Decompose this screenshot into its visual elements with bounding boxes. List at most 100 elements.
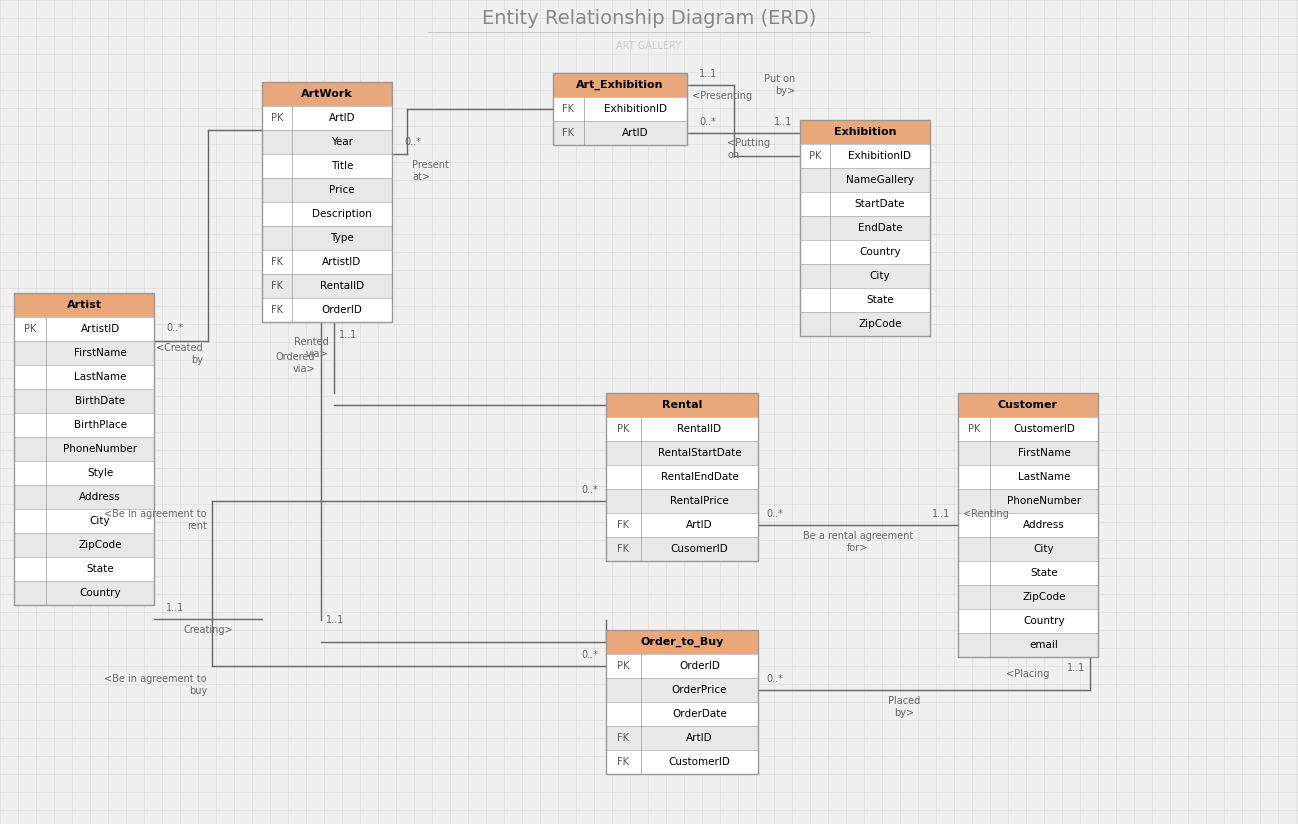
Text: <Created
by: <Created by	[156, 343, 202, 364]
Text: ExhibitionID: ExhibitionID	[604, 104, 667, 114]
FancyBboxPatch shape	[606, 654, 758, 678]
Text: Put on
by>: Put on by>	[763, 74, 794, 96]
FancyBboxPatch shape	[800, 312, 929, 336]
Text: 0..*: 0..*	[166, 323, 183, 333]
Text: BirthDate: BirthDate	[75, 396, 125, 406]
Text: OrderID: OrderID	[322, 305, 362, 315]
FancyBboxPatch shape	[800, 240, 929, 264]
FancyBboxPatch shape	[262, 130, 392, 154]
Text: PhoneNumber: PhoneNumber	[64, 444, 138, 454]
FancyBboxPatch shape	[262, 202, 392, 226]
FancyBboxPatch shape	[262, 82, 392, 106]
Text: 0..*: 0..*	[766, 509, 783, 519]
FancyBboxPatch shape	[14, 293, 154, 317]
Text: ExhibitionID: ExhibitionID	[849, 151, 911, 161]
Text: PK: PK	[23, 324, 36, 334]
Text: CustomerID: CustomerID	[1014, 424, 1075, 434]
Text: Title: Title	[331, 161, 353, 171]
FancyBboxPatch shape	[262, 298, 392, 322]
Text: State: State	[1031, 568, 1058, 578]
Text: City: City	[1033, 544, 1054, 554]
FancyBboxPatch shape	[14, 461, 154, 485]
Text: ART GALLERY: ART GALLERY	[617, 41, 681, 51]
Text: State: State	[866, 295, 894, 305]
Text: 0..*: 0..*	[404, 137, 421, 147]
FancyBboxPatch shape	[800, 288, 929, 312]
Text: Country: Country	[79, 588, 121, 598]
Text: FK: FK	[271, 281, 283, 291]
Text: Price: Price	[330, 185, 354, 195]
Text: <Renting: <Renting	[963, 509, 1009, 519]
FancyBboxPatch shape	[606, 726, 758, 750]
Text: Exhibition: Exhibition	[833, 127, 896, 137]
Text: Placed
by>: Placed by>	[888, 696, 920, 718]
FancyBboxPatch shape	[606, 441, 758, 465]
Text: ZipCode: ZipCode	[1023, 592, 1066, 602]
Text: RentalID: RentalID	[678, 424, 722, 434]
FancyBboxPatch shape	[958, 537, 1098, 561]
Text: Order_to_Buy: Order_to_Buy	[640, 637, 724, 647]
FancyBboxPatch shape	[800, 168, 929, 192]
Text: 1..1: 1..1	[166, 603, 184, 613]
Text: ZipCode: ZipCode	[78, 540, 122, 550]
Text: RentalPrice: RentalPrice	[670, 496, 729, 506]
Text: RentalStartDate: RentalStartDate	[658, 448, 741, 458]
FancyBboxPatch shape	[262, 250, 392, 274]
Text: ZipCode: ZipCode	[858, 319, 902, 329]
FancyBboxPatch shape	[958, 489, 1098, 513]
Text: RentalID: RentalID	[319, 281, 363, 291]
Text: PhoneNumber: PhoneNumber	[1007, 496, 1081, 506]
FancyBboxPatch shape	[14, 341, 154, 365]
FancyBboxPatch shape	[958, 513, 1098, 537]
Text: 1..1: 1..1	[932, 509, 950, 519]
FancyBboxPatch shape	[14, 437, 154, 461]
FancyBboxPatch shape	[958, 417, 1098, 441]
Text: 0..*: 0..*	[700, 117, 716, 127]
FancyBboxPatch shape	[606, 702, 758, 726]
FancyBboxPatch shape	[800, 264, 929, 288]
FancyBboxPatch shape	[14, 365, 154, 389]
FancyBboxPatch shape	[14, 317, 154, 341]
FancyBboxPatch shape	[262, 154, 392, 178]
FancyBboxPatch shape	[14, 581, 154, 605]
Text: LastName: LastName	[1018, 472, 1071, 482]
FancyBboxPatch shape	[14, 389, 154, 413]
FancyBboxPatch shape	[14, 533, 154, 557]
Text: FirstName: FirstName	[74, 348, 126, 358]
Text: Address: Address	[79, 492, 121, 502]
Text: Country: Country	[859, 247, 901, 257]
FancyBboxPatch shape	[262, 178, 392, 202]
Text: Artist: Artist	[66, 300, 101, 310]
Text: FK: FK	[271, 257, 283, 267]
Text: <Presenting: <Presenting	[692, 91, 752, 101]
Text: <Be in agreement to
rent: <Be in agreement to rent	[105, 509, 206, 531]
FancyBboxPatch shape	[958, 561, 1098, 585]
FancyBboxPatch shape	[606, 678, 758, 702]
Text: RentalEndDate: RentalEndDate	[661, 472, 739, 482]
FancyBboxPatch shape	[958, 393, 1098, 417]
Text: 1..1: 1..1	[339, 330, 357, 340]
Text: 1..1: 1..1	[326, 615, 344, 625]
Text: LastName: LastName	[74, 372, 126, 382]
FancyBboxPatch shape	[606, 750, 758, 774]
Text: Rented
via>: Rented via>	[293, 337, 328, 358]
FancyBboxPatch shape	[606, 417, 758, 441]
FancyBboxPatch shape	[958, 465, 1098, 489]
Text: FK: FK	[562, 128, 575, 138]
Text: ArtistID: ArtistID	[322, 257, 362, 267]
Text: PK: PK	[809, 151, 822, 161]
Text: OrderID: OrderID	[679, 661, 720, 671]
Text: Creating>: Creating>	[183, 625, 232, 635]
FancyBboxPatch shape	[14, 557, 154, 581]
Text: ArtID: ArtID	[687, 733, 713, 743]
Text: <Placing: <Placing	[1006, 669, 1050, 679]
FancyBboxPatch shape	[606, 513, 758, 537]
FancyBboxPatch shape	[800, 120, 929, 144]
Text: 0..*: 0..*	[766, 674, 783, 684]
Text: Rental: Rental	[662, 400, 702, 410]
Text: EndDate: EndDate	[858, 223, 902, 233]
FancyBboxPatch shape	[14, 485, 154, 509]
Text: email: email	[1029, 640, 1059, 650]
Text: Ordered
via>: Ordered via>	[276, 352, 315, 373]
Text: FK: FK	[271, 305, 283, 315]
